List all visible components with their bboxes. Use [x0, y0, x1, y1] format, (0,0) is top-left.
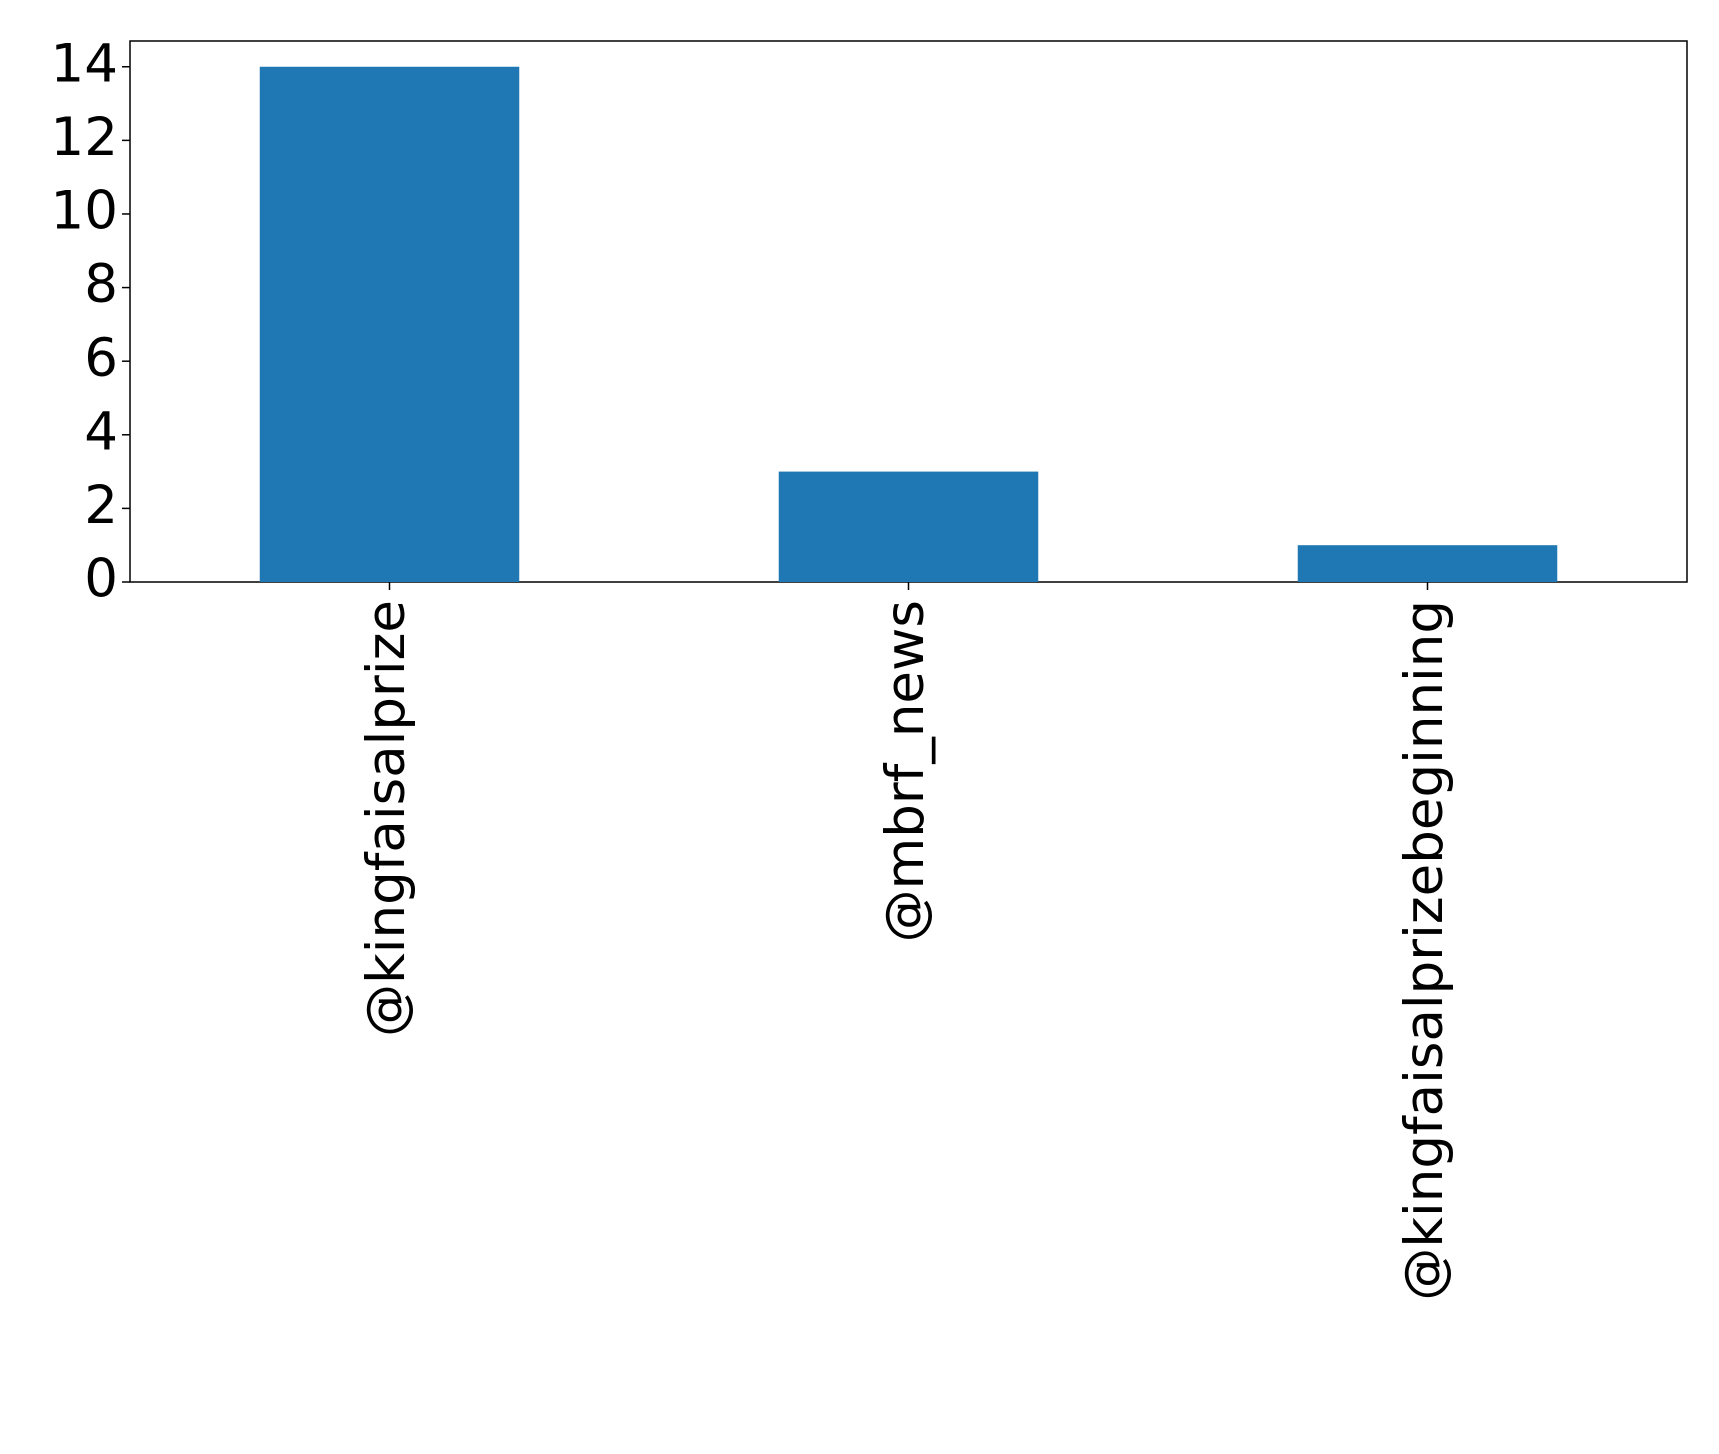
- bar: [259, 66, 520, 582]
- bar: [778, 471, 1039, 582]
- x-tick-label: @kingfaisalprizebeginning: [1394, 600, 1455, 1301]
- y-tick-label: 10: [51, 181, 118, 242]
- y-tick-label: 14: [51, 33, 118, 94]
- y-tick-label: 2: [84, 475, 118, 536]
- bar: [1297, 545, 1558, 582]
- y-tick-label: 8: [84, 254, 118, 315]
- x-tick-label: @kingfaisalprize: [356, 600, 417, 1037]
- y-tick-label: 6: [84, 328, 118, 389]
- y-tick-label: 4: [84, 401, 118, 462]
- y-tick-label: 12: [51, 107, 118, 168]
- x-tick-label: @mbrf_news: [875, 600, 936, 942]
- y-tick-label: 0: [84, 549, 118, 610]
